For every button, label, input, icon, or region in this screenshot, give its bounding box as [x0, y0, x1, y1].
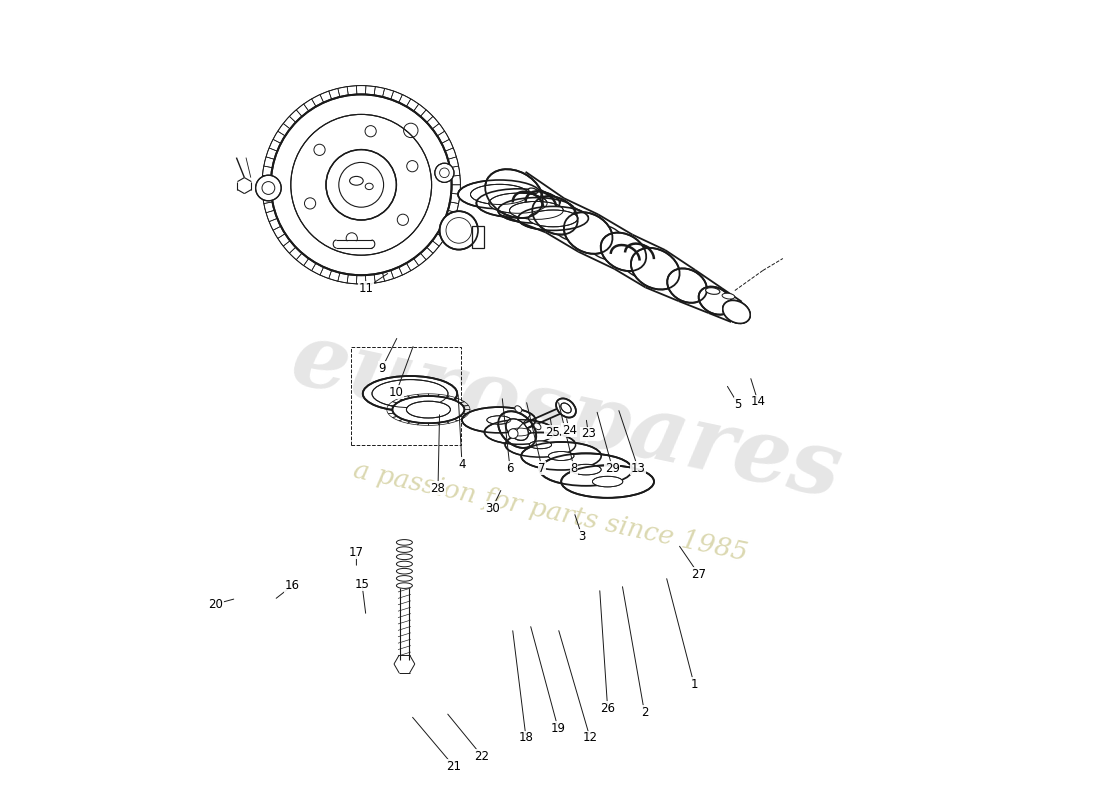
Text: 1: 1	[691, 678, 697, 690]
Circle shape	[271, 94, 452, 275]
Text: 18: 18	[518, 731, 534, 744]
Text: eurospares: eurospares	[284, 316, 848, 516]
Ellipse shape	[363, 376, 458, 411]
Ellipse shape	[487, 416, 510, 424]
Text: 5: 5	[735, 398, 741, 410]
Ellipse shape	[561, 466, 654, 498]
Text: 21: 21	[447, 760, 462, 773]
Text: 6: 6	[506, 462, 514, 474]
Ellipse shape	[585, 225, 627, 260]
Ellipse shape	[372, 380, 448, 408]
FancyBboxPatch shape	[472, 226, 484, 248]
Ellipse shape	[722, 294, 735, 299]
Text: 7: 7	[538, 462, 546, 474]
Ellipse shape	[549, 451, 574, 461]
Circle shape	[290, 114, 431, 255]
Text: 29: 29	[605, 462, 620, 474]
Ellipse shape	[484, 420, 554, 444]
Text: 25: 25	[544, 426, 560, 438]
Text: 30: 30	[485, 502, 499, 514]
Text: 23: 23	[581, 427, 596, 440]
Text: 3: 3	[579, 530, 585, 542]
Text: 28: 28	[430, 482, 446, 494]
Text: 12: 12	[583, 731, 597, 744]
Text: 11: 11	[359, 282, 374, 294]
Circle shape	[255, 175, 282, 201]
Text: 27: 27	[691, 568, 706, 581]
Text: 8: 8	[570, 462, 578, 474]
Ellipse shape	[505, 433, 575, 457]
Ellipse shape	[506, 419, 528, 440]
Ellipse shape	[532, 196, 578, 234]
Ellipse shape	[529, 210, 578, 227]
Circle shape	[440, 211, 478, 250]
Ellipse shape	[518, 206, 589, 230]
Ellipse shape	[528, 188, 538, 194]
Text: 19: 19	[550, 722, 565, 734]
Ellipse shape	[549, 206, 592, 242]
Ellipse shape	[514, 187, 557, 222]
Ellipse shape	[462, 407, 536, 433]
Ellipse shape	[698, 286, 732, 314]
Text: 2: 2	[640, 706, 648, 718]
Ellipse shape	[534, 423, 541, 430]
Ellipse shape	[508, 428, 531, 436]
Ellipse shape	[488, 193, 547, 214]
Text: 17: 17	[349, 546, 364, 558]
Ellipse shape	[476, 189, 560, 218]
Ellipse shape	[393, 396, 464, 423]
Ellipse shape	[620, 243, 662, 279]
Ellipse shape	[540, 454, 632, 486]
Ellipse shape	[705, 288, 719, 294]
Ellipse shape	[557, 398, 576, 418]
Ellipse shape	[564, 212, 613, 254]
Text: 22: 22	[474, 750, 490, 762]
Circle shape	[434, 163, 454, 182]
Ellipse shape	[723, 301, 750, 323]
Ellipse shape	[668, 269, 707, 302]
Text: 15: 15	[354, 578, 370, 590]
Ellipse shape	[571, 464, 602, 475]
Ellipse shape	[471, 184, 529, 205]
Text: 26: 26	[601, 702, 615, 714]
Ellipse shape	[509, 202, 563, 219]
Text: a passion for parts since 1985: a passion for parts since 1985	[351, 458, 749, 566]
Ellipse shape	[485, 170, 542, 218]
Text: 14: 14	[750, 395, 766, 408]
Text: 20: 20	[208, 598, 223, 610]
Text: 10: 10	[389, 386, 404, 398]
Text: 13: 13	[630, 462, 646, 474]
Ellipse shape	[601, 233, 646, 271]
Circle shape	[508, 429, 518, 438]
Ellipse shape	[515, 406, 521, 413]
Ellipse shape	[593, 476, 623, 487]
Ellipse shape	[498, 198, 575, 223]
Circle shape	[326, 150, 396, 220]
Ellipse shape	[529, 441, 551, 449]
Ellipse shape	[458, 180, 541, 209]
Ellipse shape	[561, 403, 571, 413]
Text: 16: 16	[285, 579, 300, 592]
Ellipse shape	[406, 402, 450, 418]
Text: 9: 9	[378, 362, 386, 374]
Ellipse shape	[631, 248, 680, 290]
Ellipse shape	[521, 442, 602, 470]
Ellipse shape	[498, 411, 536, 448]
Ellipse shape	[723, 301, 750, 323]
Text: 4: 4	[459, 458, 465, 470]
Text: 24: 24	[562, 424, 576, 437]
